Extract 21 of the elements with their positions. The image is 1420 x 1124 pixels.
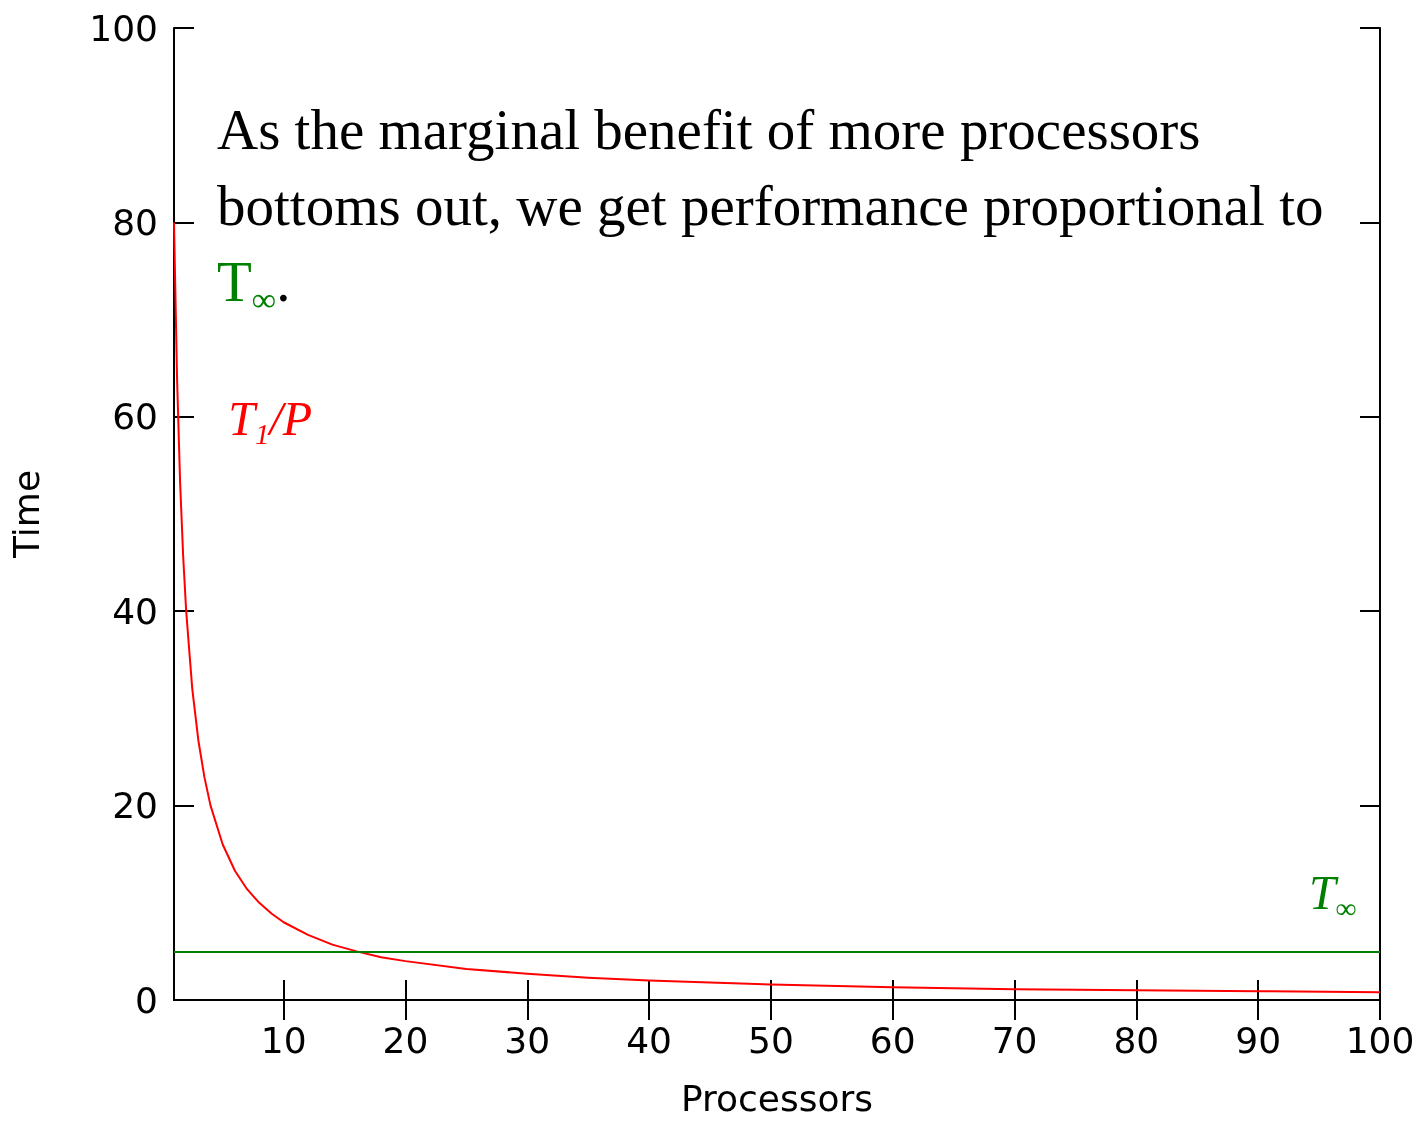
- y-axis-title: Time: [5, 469, 47, 560]
- x-tick-label: 70: [991, 1019, 1038, 1061]
- x-tick-label: 40: [626, 1019, 672, 1061]
- x-tick-label: 80: [1113, 1019, 1160, 1061]
- y-tick-label: 80: [112, 201, 158, 243]
- annotation: As the marginal benefit of more processors bottoms out, we get performance proportional to T$_{∞}$.: [217, 97, 1325, 321]
- y-tick-label: 60: [112, 396, 158, 438]
- ref-line-label: T$_{∞}$: [1309, 866, 1357, 925]
- series-label: T$_{1}$/P: [228, 391, 313, 450]
- x-tick-label: 20: [382, 1019, 429, 1061]
- y-tick-label: 20: [112, 785, 158, 827]
- x-tick-label: 90: [1235, 1019, 1282, 1061]
- x-tick-label: 50: [748, 1019, 794, 1061]
- x-tick-label: 10: [260, 1019, 307, 1061]
- y-tick-label: 40: [112, 590, 158, 632]
- x-tick-label: 100: [1345, 1019, 1415, 1061]
- x-axis-title: Processors: [680, 1077, 874, 1119]
- x-tick-label: 30: [504, 1019, 551, 1061]
- x-tick-label: 60: [869, 1019, 916, 1061]
- y-tick-label: 100: [89, 7, 158, 49]
- y-tick-label: 0: [135, 979, 158, 1021]
